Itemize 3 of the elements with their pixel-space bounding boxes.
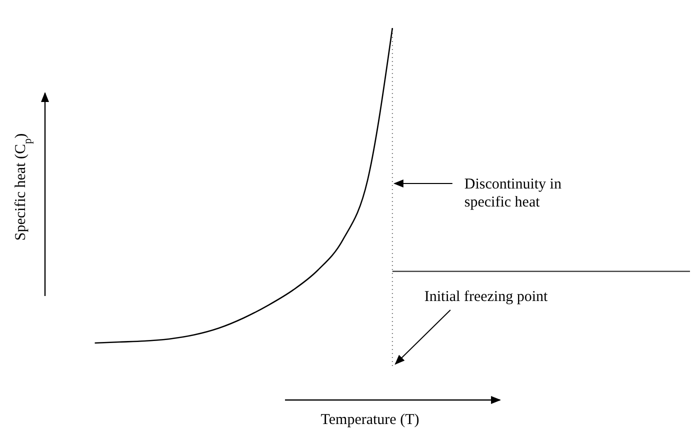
annotation: Discontinuity in specific heat	[464, 176, 562, 210]
x-axis-title: Temperature (T)	[320, 412, 420, 428]
annotation: Initial freezing point	[424, 289, 549, 305]
